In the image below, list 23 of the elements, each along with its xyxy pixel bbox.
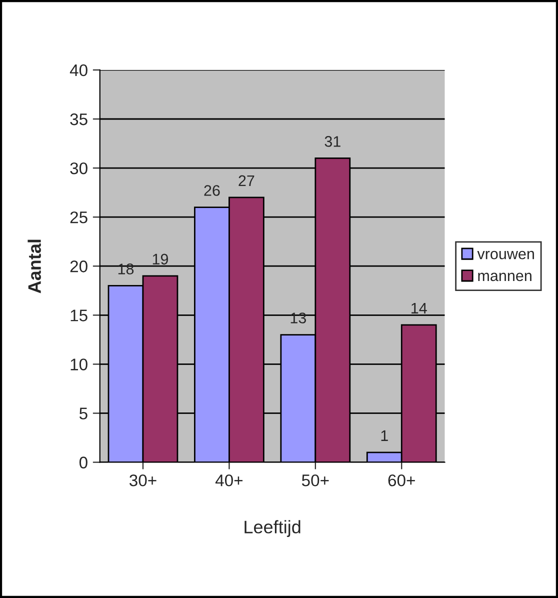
y-tick-label: 35	[70, 113, 88, 126]
y-tick-label: 0	[79, 456, 88, 468]
x-tick-label: 60+	[388, 474, 415, 486]
x-axis-title: Leeftijd	[244, 520, 300, 537]
x-tick-label: 30+	[129, 474, 156, 486]
x-tick-label: 50+	[302, 474, 329, 486]
data-label: 1	[381, 430, 388, 441]
y-axis-title: Aantal	[28, 240, 41, 294]
legend-label: mannen	[478, 272, 532, 282]
data-label: 26	[204, 185, 220, 196]
y-tick-label: 25	[70, 211, 88, 224]
data-label: 19	[152, 254, 168, 265]
data-label: 31	[324, 136, 340, 147]
y-tick-label: 10	[70, 358, 88, 370]
y-tick-label: 15	[70, 310, 88, 322]
legend-label: vrouwen	[477, 250, 534, 260]
y-tick-label: 5	[79, 408, 88, 420]
y-tick-label: 40	[70, 64, 88, 76]
data-label: 14	[412, 302, 427, 314]
data-label: 27	[238, 175, 254, 186]
y-tick-label: 30	[70, 162, 88, 174]
y-tick-label: 20	[70, 260, 88, 272]
x-tick-label: 40+	[215, 474, 243, 486]
